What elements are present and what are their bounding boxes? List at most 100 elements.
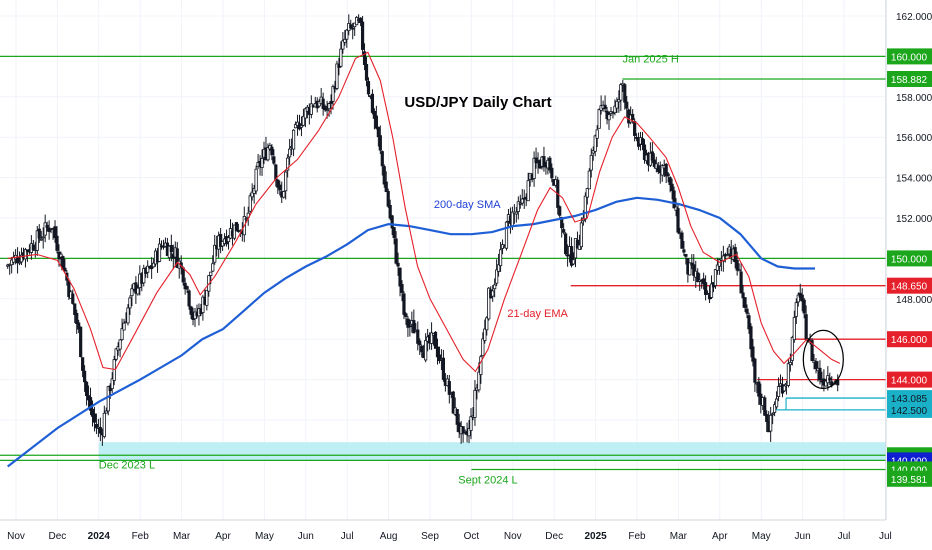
candle-body	[157, 243, 162, 262]
x-tick-label: Dec	[49, 531, 67, 542]
candle-body	[473, 389, 477, 418]
candle-body	[435, 346, 440, 358]
candle-body	[497, 264, 501, 272]
candle-body	[376, 126, 380, 138]
candle-body	[617, 99, 621, 103]
candle-body	[17, 261, 22, 264]
candle-body	[408, 325, 412, 328]
price-badge	[887, 48, 932, 65]
candle-body	[339, 48, 343, 67]
candle-body	[90, 408, 95, 417]
candle-body	[583, 195, 587, 220]
candle-body	[593, 135, 597, 152]
candle-body	[690, 262, 694, 266]
x-tick-label: Apr	[712, 531, 728, 542]
candle-body	[589, 154, 593, 171]
candle-body	[276, 179, 280, 188]
candle-body	[183, 282, 187, 290]
candle-body	[92, 413, 97, 423]
candle-body	[274, 164, 278, 181]
candle-body	[717, 259, 722, 267]
candle-body	[771, 413, 775, 416]
candle-body	[751, 346, 755, 362]
candle-body	[682, 249, 686, 253]
candle-body	[668, 177, 672, 186]
candle-body	[441, 357, 446, 380]
candle-body	[126, 307, 130, 324]
candle-body	[765, 414, 769, 423]
candle-body	[656, 165, 660, 172]
price-badges: 160.000 158.882 150.000 148.650 146.000 144.0…	[887, 48, 932, 487]
price-badge-label: 146.000	[891, 335, 928, 346]
candle-body	[128, 297, 132, 309]
candle-body	[345, 29, 349, 40]
candle-body	[309, 103, 313, 115]
candle-body	[623, 84, 627, 103]
candle-body	[226, 237, 231, 242]
candle-body	[824, 380, 828, 387]
x-tick-label: Oct	[464, 531, 480, 542]
x-tick-label: Dec	[545, 531, 563, 542]
candle-body	[299, 125, 304, 128]
candle-body	[564, 233, 568, 255]
candle-body	[469, 416, 473, 431]
candle-body	[359, 17, 363, 24]
candle-body	[301, 115, 306, 126]
candle-body	[747, 315, 751, 330]
candle-body	[743, 297, 747, 308]
candle-body	[491, 290, 495, 297]
candle-body	[715, 264, 720, 271]
candle-body	[23, 249, 28, 260]
candle-body	[112, 359, 116, 381]
candle-body	[794, 302, 798, 317]
candle-body	[495, 269, 499, 284]
candle-body	[232, 224, 237, 239]
indicator-lines	[7, 51, 841, 468]
candle-body	[558, 206, 562, 216]
candle-body	[652, 159, 656, 167]
candle-body	[323, 106, 327, 111]
support-zone-layer	[98, 442, 887, 461]
candle-body	[709, 283, 714, 298]
candle-body	[331, 86, 335, 102]
x-tick-label: 2025	[584, 531, 607, 542]
candle-body	[550, 167, 554, 179]
price-badge	[887, 250, 932, 267]
candle-body	[213, 244, 217, 263]
candle-body	[88, 397, 93, 411]
candle-body	[788, 361, 792, 366]
price-badge-label: 142.500	[891, 406, 928, 417]
candle-body	[291, 129, 296, 150]
candle-body	[343, 38, 347, 43]
candle-body	[185, 286, 189, 290]
candle-body	[79, 326, 83, 358]
candle-body	[569, 246, 574, 266]
price-badge-label: 160.000	[891, 52, 928, 63]
candle-body	[461, 426, 465, 434]
candle-body	[477, 371, 481, 391]
candle-body	[404, 313, 408, 317]
candle-body	[75, 312, 79, 324]
highlight-circle	[802, 329, 844, 389]
candle-body	[804, 314, 808, 340]
candle-body	[420, 345, 424, 353]
candle-body	[386, 191, 390, 207]
candle-body	[585, 188, 589, 198]
candle-body	[209, 271, 213, 276]
candle-body	[360, 21, 365, 50]
price-badge	[887, 401, 932, 418]
candle-body	[603, 104, 607, 110]
candle-body	[483, 328, 487, 341]
candle-body	[130, 288, 134, 297]
x-tick-label: Mar	[173, 531, 191, 542]
candle-body	[692, 264, 696, 276]
candle-body	[187, 290, 191, 307]
price-badge	[887, 331, 932, 348]
candle-body	[796, 294, 800, 303]
candle-body	[390, 215, 394, 229]
x-tick-label: Sep	[421, 531, 439, 542]
time-axis[interactable]: Nov Dec 2024 Feb Mar Apr May Jun Jul Aug Sep Oct Nov…	[7, 531, 892, 542]
candle-body	[635, 136, 639, 139]
candle-body	[769, 414, 773, 432]
